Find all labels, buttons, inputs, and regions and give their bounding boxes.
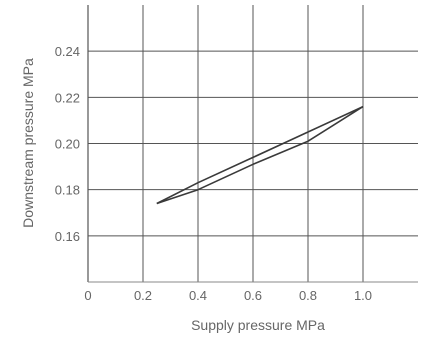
y-tick-label: 0.22 <box>55 90 80 105</box>
series-line-upper <box>156 105 364 205</box>
y-axis-label: Downstream pressure MPa <box>20 58 36 228</box>
series-line-lower <box>156 105 364 205</box>
axes <box>87 5 418 283</box>
grid <box>88 5 418 282</box>
x-tick-label: 0.6 <box>244 288 262 303</box>
x-axis-label: Supply pressure MPa <box>191 317 325 333</box>
x-tick-label: 0.4 <box>189 288 207 303</box>
x-tick-label: 0.2 <box>134 288 152 303</box>
y-tick-label: 0.16 <box>55 229 80 244</box>
tick-labels: 0 0.2 0.4 0.6 0.8 1.0 0.16 0.18 0.20 0.22 0.24 <box>55 44 372 303</box>
y-tick-label: 0.24 <box>55 44 80 59</box>
x-tick-label: 0 <box>84 288 91 303</box>
x-tick-label: 1.0 <box>354 288 372 303</box>
x-tick-label: 0.8 <box>299 288 317 303</box>
series-lines <box>156 105 364 205</box>
y-tick-label: 0.20 <box>55 137 80 152</box>
y-tick-label: 0.18 <box>55 183 80 198</box>
